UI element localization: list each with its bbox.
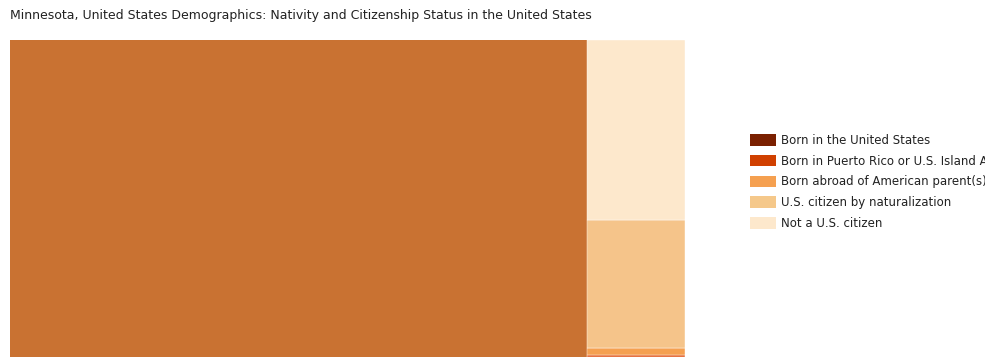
Bar — [587, 40, 685, 220]
Bar — [587, 355, 685, 357]
Text: Minnesota, United States Demographics: Nativity and Citizenship Status in the Un: Minnesota, United States Demographics: N… — [10, 9, 592, 22]
Legend: Born in the United States, Born in Puerto Rico or U.S. Island Areas, Born abroad: Born in the United States, Born in Puert… — [750, 134, 985, 230]
Bar — [587, 220, 685, 348]
Bar — [10, 40, 587, 357]
Bar — [587, 348, 685, 355]
